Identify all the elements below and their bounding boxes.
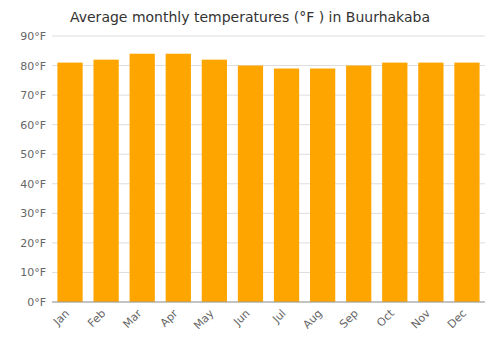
x-tick-label: May	[191, 307, 217, 333]
x-tick-label: Nov	[409, 307, 434, 332]
x-tick-label: Sep	[337, 307, 361, 331]
chart-svg: Average monthly temperatures (°F ) in Bu…	[0, 0, 500, 350]
bar	[274, 69, 299, 302]
y-tick-label: 60°F	[20, 119, 46, 132]
y-tick-label: 10°F	[20, 266, 46, 279]
bar	[346, 66, 371, 302]
x-axis: Jan Feb Mar Apr May Jun Jul Aug Sep Oct Nov Dec	[50, 306, 469, 332]
grid-line	[52, 36, 485, 37]
x-tick-label: Aug	[300, 307, 324, 331]
chart-container: Average monthly temperatures (°F ) in Bu…	[0, 0, 500, 350]
y-tick-label: 50°F	[20, 148, 46, 161]
x-tick-label: Jun	[231, 307, 253, 329]
bar	[418, 63, 443, 302]
y-tick-label: 90°F	[20, 30, 46, 43]
x-tick-label: Mar	[120, 307, 144, 331]
y-axis: 0°F 10°F 20°F 30°F 40°F 50°F 60°F 70°F 80°F 90°F	[20, 30, 46, 309]
y-tick-label: 0°F	[27, 296, 46, 309]
bars	[57, 54, 479, 302]
x-tick-label: Feb	[85, 307, 108, 330]
x-tick-label: Oct	[374, 306, 397, 329]
bar	[93, 60, 118, 302]
bar	[238, 66, 263, 302]
bar	[57, 63, 82, 302]
x-tick-label: Jul	[269, 307, 288, 326]
grid	[52, 36, 485, 302]
bar	[202, 60, 227, 302]
y-tick-label: 80°F	[20, 60, 46, 73]
x-tick-label: Dec	[445, 307, 469, 331]
x-tick-label: Jan	[50, 307, 72, 329]
bar	[130, 54, 155, 302]
y-tick-label: 40°F	[20, 178, 46, 191]
grid-line	[52, 302, 485, 303]
x-axis-line	[52, 302, 485, 303]
y-tick-label: 20°F	[20, 237, 46, 250]
title: Average monthly temperatures (°F ) in Bu…	[70, 9, 430, 25]
bar	[454, 63, 479, 302]
bar	[382, 63, 407, 302]
bar	[310, 69, 335, 302]
y-tick-label: 70°F	[20, 89, 46, 102]
bar	[166, 54, 191, 302]
y-tick-label: 30°F	[20, 207, 46, 220]
x-tick-label: Apr	[158, 307, 181, 330]
